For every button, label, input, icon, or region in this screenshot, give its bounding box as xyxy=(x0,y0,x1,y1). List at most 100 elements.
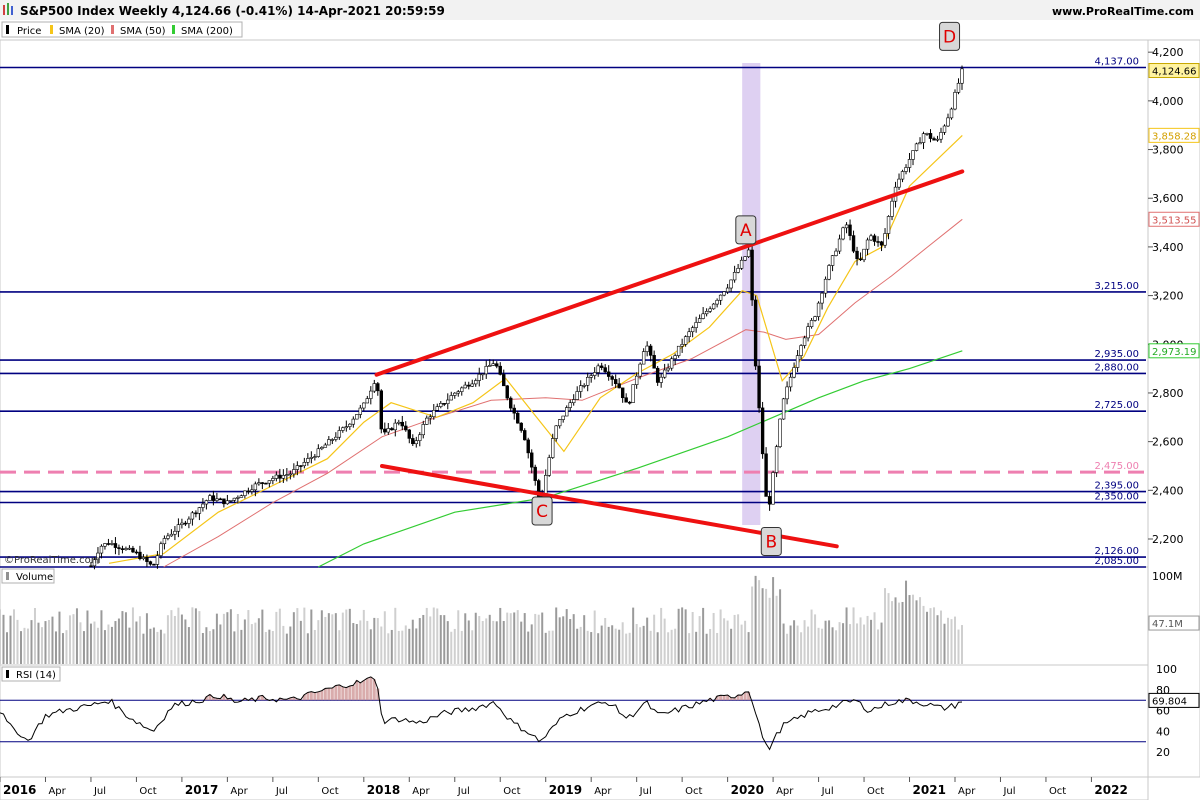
candle-body xyxy=(418,434,422,441)
candle-body xyxy=(341,427,345,431)
volume-bar xyxy=(373,617,376,664)
time-tick-label: Oct xyxy=(503,786,520,797)
candle-body xyxy=(900,171,905,180)
candle-body xyxy=(327,439,331,446)
volume-last-label-box xyxy=(1148,615,1200,631)
volume-bar xyxy=(138,616,141,664)
volume-bar xyxy=(604,617,607,664)
candle-body xyxy=(872,235,877,242)
volume-bar xyxy=(44,621,47,664)
volume-bar xyxy=(2,614,5,664)
time-axis xyxy=(0,776,1149,800)
candle-body xyxy=(295,465,300,470)
volume-bar xyxy=(709,628,712,664)
volume-bar xyxy=(520,621,523,664)
time-axis-ticks: 2016 Apr Jul Oct 2017 Apr Jul Oct 2018 Apr Jul Oct 2… xyxy=(0,777,1128,797)
candle-body xyxy=(942,125,947,133)
candle-body xyxy=(606,371,611,377)
volume-bar xyxy=(324,616,327,664)
volume-bar xyxy=(684,609,687,664)
volume-bar xyxy=(800,632,803,664)
volume-bar xyxy=(481,621,484,664)
candle-body xyxy=(858,258,863,261)
candle-body xyxy=(131,547,135,553)
volume-bar xyxy=(432,607,435,664)
hline-label: 2,725.00 xyxy=(1094,400,1139,411)
volume-bar xyxy=(47,619,50,664)
volume-bar xyxy=(184,619,187,664)
pattern-annotations: A B C D xyxy=(531,21,961,556)
sma20-last-label: 3,858.28 xyxy=(1152,131,1197,142)
candle-body xyxy=(211,495,216,501)
candle-body xyxy=(617,383,621,389)
volume-bar xyxy=(870,619,873,664)
volume-bar xyxy=(863,624,866,664)
candle-body xyxy=(582,384,586,387)
volume-bar xyxy=(957,629,960,664)
volume-bar xyxy=(929,608,932,664)
volume-bar xyxy=(919,597,922,664)
legend-sma50[interactable]: SMA (50) xyxy=(120,26,166,37)
volume-bar xyxy=(51,616,54,664)
legend-sma200[interactable]: SMA (200) xyxy=(181,26,233,37)
time-tick-label: Jul xyxy=(457,786,470,797)
legend-price[interactable]: Price xyxy=(17,26,41,37)
candle-body xyxy=(704,310,709,315)
volume-bar xyxy=(390,629,393,664)
volume-bar xyxy=(835,630,838,664)
volume-bar xyxy=(352,623,355,664)
volume-bar xyxy=(579,626,582,664)
volume-bar xyxy=(177,607,180,664)
volume-bar xyxy=(593,610,596,664)
time-tick-label: Apr xyxy=(958,786,976,797)
legend-sma20[interactable]: SMA (20) xyxy=(59,26,105,37)
volume-bar xyxy=(89,623,92,664)
price-axis xyxy=(1147,39,1200,778)
volume-bar xyxy=(33,608,36,664)
annotation-box-C xyxy=(531,496,553,526)
volume-bar xyxy=(264,631,267,664)
volume-label[interactable]: Volume xyxy=(16,572,53,583)
candle-body xyxy=(739,259,744,269)
volume-bar xyxy=(345,609,348,664)
volume-bar xyxy=(782,623,785,664)
rsi-last-label-box xyxy=(1148,692,1200,708)
volume-bar xyxy=(215,613,218,664)
title-bar xyxy=(0,0,1200,20)
candle-body xyxy=(883,233,887,246)
candle-body xyxy=(187,518,191,524)
candle-body xyxy=(120,548,125,550)
volume-bar xyxy=(908,595,911,664)
candle-body xyxy=(103,543,107,547)
candle-body xyxy=(106,543,111,545)
volume-bar xyxy=(54,631,57,664)
candle-body xyxy=(949,108,954,119)
volume-bar xyxy=(649,630,652,664)
price-panel[interactable] xyxy=(0,39,1149,568)
candle-body xyxy=(411,438,415,445)
volume-bar xyxy=(19,631,22,664)
candle-body xyxy=(914,143,919,151)
volume-bar xyxy=(464,613,467,664)
candle-body xyxy=(257,482,261,485)
volume-bar xyxy=(320,610,323,664)
rsi-label[interactable]: RSI (14) xyxy=(16,670,56,681)
volume-bar xyxy=(103,630,106,664)
candle-body xyxy=(645,345,649,352)
candle-body xyxy=(460,387,464,392)
candle-body xyxy=(474,380,478,385)
candle-body xyxy=(907,159,912,168)
candle-body xyxy=(502,374,506,387)
candle-body xyxy=(481,373,485,376)
volume-bar xyxy=(173,615,176,664)
volume-bar xyxy=(75,608,78,664)
rsi-panel[interactable] xyxy=(0,664,1149,778)
candle-body xyxy=(774,446,779,473)
volume-bar xyxy=(502,620,505,664)
chart-title: S&P500 Index Weekly 4,124.66 (-0.41%) 14… xyxy=(20,4,445,18)
volume-bar xyxy=(495,621,498,664)
volume-bar xyxy=(705,633,708,664)
volume-bar xyxy=(149,628,152,664)
candle-body xyxy=(855,250,859,260)
volume-bar xyxy=(275,611,278,664)
